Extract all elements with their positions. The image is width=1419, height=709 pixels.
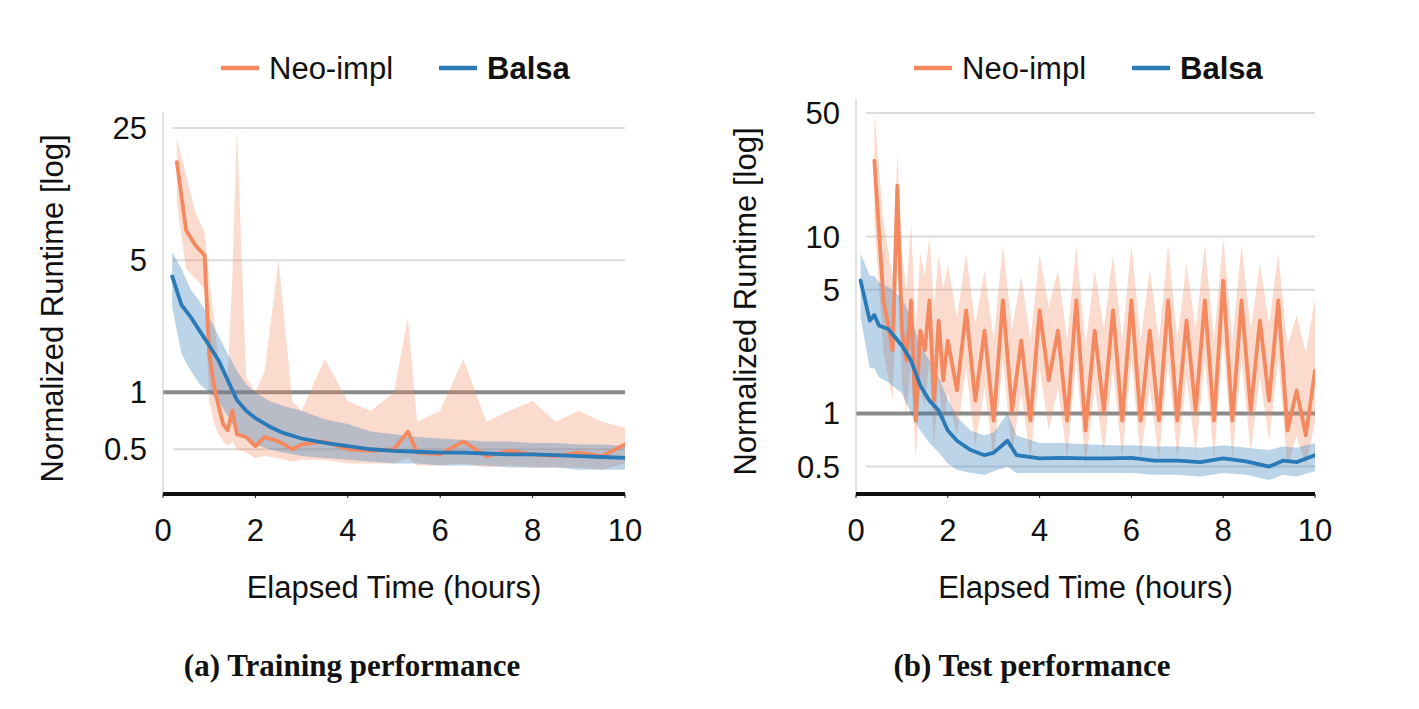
x-tick bbox=[255, 494, 256, 498]
y-axis-line bbox=[163, 113, 164, 494]
y-tick-label: 1 bbox=[130, 375, 147, 410]
legend-swatch bbox=[1132, 66, 1170, 71]
legend-label: Neo-impl bbox=[269, 51, 393, 86]
x-tick-label: 8 bbox=[524, 513, 541, 548]
y-tick-label: 25 bbox=[113, 111, 147, 146]
caption: (a) Training performance bbox=[184, 648, 520, 683]
x-tick bbox=[947, 494, 948, 498]
x-tick bbox=[347, 494, 348, 498]
legend-swatch bbox=[221, 66, 259, 71]
series-line bbox=[172, 276, 625, 457]
legend-label: Balsa bbox=[1180, 51, 1263, 86]
y-axis-label: Normalized Runtime [log] bbox=[35, 134, 70, 482]
y-tick-label: 50 bbox=[806, 96, 840, 131]
x-tick bbox=[1223, 494, 1224, 498]
series-line bbox=[177, 162, 625, 456]
grid-line bbox=[173, 127, 625, 129]
x-tick-label: 10 bbox=[1298, 513, 1332, 548]
grid-line bbox=[866, 112, 1315, 114]
y-tick-label: 5 bbox=[130, 243, 147, 278]
x-tick-label: 10 bbox=[608, 513, 642, 548]
x-axis-line bbox=[163, 492, 625, 496]
legend-swatch bbox=[914, 66, 952, 71]
panel-1: 0.5 1 5 10 50 0 2 4 6 8 10 Elapsed Time (hours) Norm… bbox=[728, 51, 1333, 683]
x-tick-label: 4 bbox=[339, 513, 356, 548]
x-tick bbox=[440, 494, 441, 498]
x-tick bbox=[1131, 494, 1132, 498]
x-tick-label: 0 bbox=[847, 513, 864, 548]
x-tick-label: 6 bbox=[432, 513, 449, 548]
x-tick bbox=[1315, 494, 1316, 498]
legend-label: Balsa bbox=[487, 51, 570, 86]
x-tick bbox=[163, 494, 164, 498]
y-tick-label: 5 bbox=[823, 273, 840, 308]
y-tick-label: 0.5 bbox=[797, 450, 840, 485]
x-tick bbox=[625, 494, 626, 498]
legend-label: Neo-impl bbox=[962, 51, 1086, 86]
x-tick-label: 6 bbox=[1123, 513, 1140, 548]
plot-area bbox=[861, 113, 1315, 480]
x-tick-label: 2 bbox=[939, 513, 956, 548]
y-tick-label: 0.5 bbox=[104, 432, 147, 467]
x-axis-line bbox=[856, 492, 1315, 496]
y-axis-label: Normalized Runtime [log] bbox=[728, 127, 763, 475]
legend-swatch bbox=[439, 66, 477, 71]
x-axis-label: Elapsed Time (hours) bbox=[938, 570, 1233, 605]
series-line bbox=[861, 281, 1315, 467]
grid-line bbox=[866, 236, 1315, 238]
x-axis-label: Elapsed Time (hours) bbox=[247, 570, 542, 605]
y-tick-label: 10 bbox=[806, 220, 840, 255]
panel-0: 0.5 1 5 25 0 2 4 6 8 10 Elapsed Time (hours) Normal… bbox=[35, 51, 643, 683]
grid-line bbox=[866, 289, 1315, 291]
x-tick-label: 0 bbox=[154, 513, 171, 548]
x-tick bbox=[856, 494, 857, 498]
plot-area bbox=[172, 128, 625, 470]
y-axis-line bbox=[856, 99, 857, 494]
x-tick-label: 4 bbox=[1031, 513, 1048, 548]
series-line bbox=[874, 161, 1315, 436]
caption: (b) Test performance bbox=[893, 648, 1170, 683]
figure: 0.515250246810Elapsed Time (hours)Normal… bbox=[0, 0, 1419, 709]
x-tick bbox=[532, 494, 533, 498]
x-tick-label: 2 bbox=[247, 513, 264, 548]
x-tick bbox=[1039, 494, 1040, 498]
y-tick-label: 1 bbox=[823, 396, 840, 431]
x-tick-label: 8 bbox=[1215, 513, 1232, 548]
